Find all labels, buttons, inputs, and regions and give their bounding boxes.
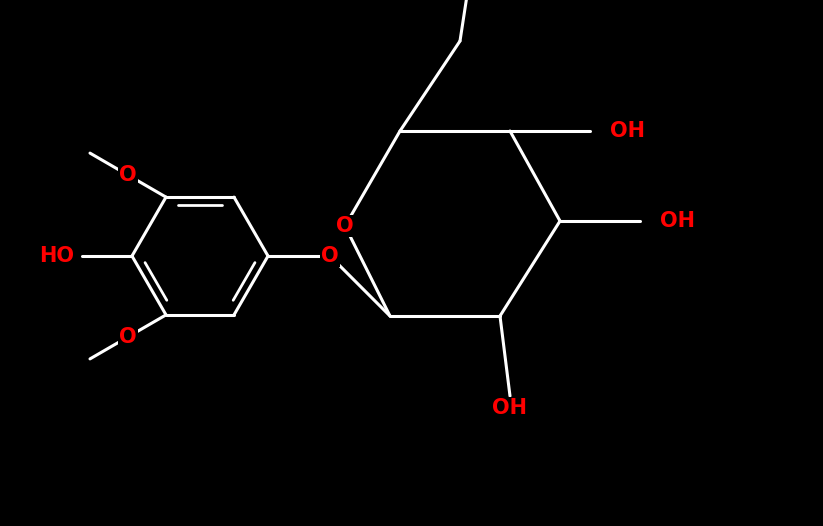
Text: O: O	[321, 246, 339, 266]
Text: O: O	[336, 216, 354, 236]
Text: OH: OH	[492, 398, 528, 418]
Text: O: O	[119, 165, 137, 185]
Text: OH: OH	[610, 121, 645, 141]
Text: HO: HO	[39, 246, 74, 266]
Text: OH: OH	[660, 211, 695, 231]
Text: O: O	[119, 327, 137, 347]
